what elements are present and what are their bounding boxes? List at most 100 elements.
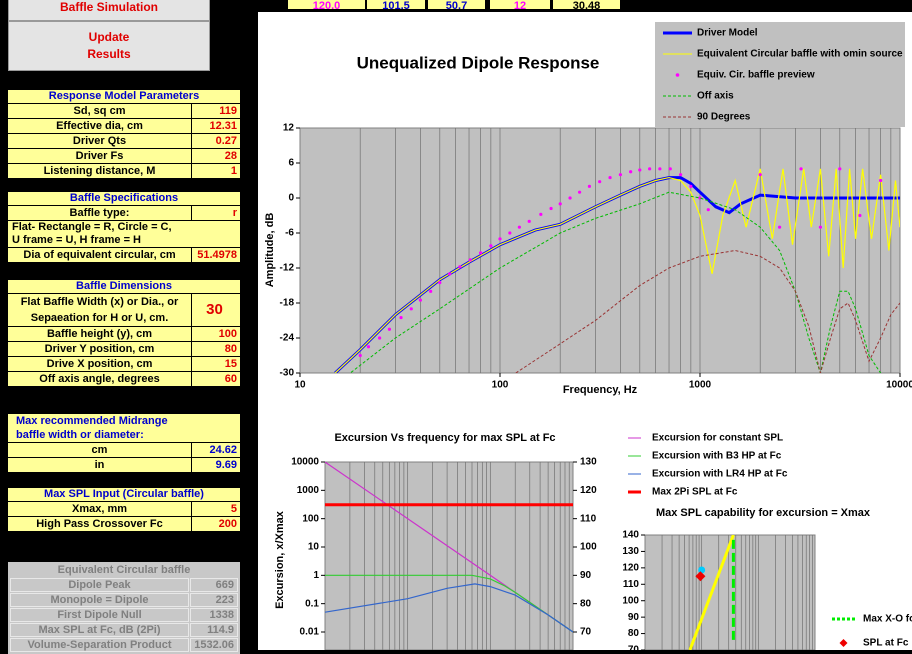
- point: [358, 353, 362, 358]
- row-value: 669: [190, 578, 238, 592]
- top-cell: 101.5: [367, 0, 425, 9]
- y-tick-label: 100: [302, 513, 319, 524]
- row-value: 200: [192, 517, 240, 531]
- point: [366, 345, 371, 349]
- block-header: Baffle Specifications: [8, 192, 240, 205]
- row-value: 223: [190, 593, 238, 607]
- legend-label: 90 Degrees: [697, 112, 751, 123]
- block-header: Equivalent Circular baffle: [10, 564, 238, 577]
- series-line: [515, 249, 900, 373]
- baffle-simulation-button[interactable]: Baffle Simulation: [8, 0, 210, 21]
- chart-title: Excursion Vs frequency for max SPL at Fc: [334, 432, 555, 444]
- x-tick-label: 100: [492, 380, 509, 391]
- legend-label: Driver Model: [697, 28, 758, 39]
- update-results-button[interactable]: Update Results: [8, 21, 210, 71]
- top-cell: 120.0: [288, 0, 365, 9]
- legend-label: Equivalent Circular baffle with omin sou…: [697, 49, 903, 60]
- y-axis-label: Excursion, x/Xmax: [274, 510, 286, 609]
- y-tick-label: 130: [622, 546, 639, 557]
- row-label: Max SPL at Fc, dB (2Pi): [10, 623, 189, 637]
- point: [668, 167, 672, 171]
- point: [695, 571, 706, 582]
- legend-label: SPL at Fc: [863, 638, 909, 649]
- point: [598, 180, 602, 184]
- point: [648, 167, 652, 171]
- row-value: 0.27: [192, 134, 240, 148]
- point: [698, 196, 702, 200]
- y-tick-label: -12: [280, 263, 295, 274]
- y-tick-label: 0.1: [305, 598, 319, 609]
- rows: Baffle type: r Flat- Rectangle = R, Circle…: [8, 206, 240, 262]
- row-label: Drive X position, cm: [8, 357, 191, 371]
- y-tick-label: 6: [288, 158, 294, 169]
- y2-tick-label: 70: [580, 627, 592, 638]
- row-label: Xmax, mm: [8, 502, 191, 516]
- point: [858, 213, 862, 218]
- point: [838, 167, 842, 171]
- y2-tick-label: 100: [580, 542, 597, 553]
- top-cell: 50.7: [428, 0, 485, 9]
- point: [489, 244, 493, 248]
- x-axis-label: Frequency, Hz: [563, 384, 638, 396]
- x-tick-label: 10000: [886, 380, 912, 391]
- row-label: Dia of equivalent circular, cm: [8, 248, 191, 262]
- row-label: Dipole Peak: [10, 578, 189, 592]
- row-label: Listening distance, M: [8, 164, 191, 178]
- row-label: First Dipole Null: [10, 608, 189, 622]
- row-value: 5: [192, 502, 240, 516]
- row-label: High Pass Crossover Fc: [8, 517, 191, 531]
- point: [527, 219, 531, 223]
- plot-area: [324, 461, 574, 650]
- series-line: [688, 535, 735, 650]
- response-model-block: Response Model Parameters Sd, sq cm 119 Eff…: [8, 90, 240, 178]
- row-label: Driver Y position, cm: [8, 342, 191, 356]
- rows: Xmax, mm 5 High Pass Crossover Fc 200: [8, 502, 240, 531]
- row-value: 51.4978: [192, 248, 240, 262]
- point: [549, 206, 553, 211]
- point: [458, 265, 462, 269]
- legend-label: Equiv. Cir. baffle preview: [697, 70, 815, 81]
- y-tick-label: 80: [628, 628, 640, 639]
- point: [758, 173, 762, 177]
- legend-label: Excursion with LR4 HP at Fc: [652, 469, 788, 480]
- equivalent-block: Equivalent Circular baffle Dipole Peak 669…: [8, 562, 240, 654]
- y-tick-label: 10: [308, 542, 320, 553]
- plot-area: [299, 127, 901, 374]
- row-value: 1338: [190, 608, 238, 622]
- point: [568, 196, 572, 200]
- row-label: cm: [8, 443, 191, 457]
- legend-swatch: [675, 73, 680, 77]
- x-tick-label: 10: [294, 380, 306, 391]
- legend-label: Off axis: [697, 91, 734, 102]
- chart-title: Unequalized Dipole Response: [357, 53, 600, 72]
- point: [409, 307, 413, 311]
- y2-tick-label: 120: [580, 485, 597, 496]
- y-tick-label: 1000: [297, 485, 320, 496]
- y2-tick-label: 90: [580, 570, 592, 581]
- rows: Dipole Peak 669 Monopole = Dipole 223 First …: [10, 578, 238, 652]
- point: [638, 168, 642, 172]
- y-tick-label: 0: [288, 193, 294, 204]
- point: [608, 175, 612, 180]
- row-value: r: [192, 206, 240, 220]
- row-label: Flat Baffle Width (x) or Dia., or Sepaea…: [8, 294, 191, 326]
- row-value: 119: [192, 104, 240, 118]
- baffle-specs-block: Baffle Specifications Baffle type: r Flat- …: [8, 192, 240, 262]
- row-label: Baffle type:: [8, 206, 191, 220]
- midrange-block: Max recommended Midrange baffle width or…: [8, 414, 240, 472]
- legend-box: [655, 22, 905, 127]
- chart-title: Max SPL capability for excursion = Xmax: [656, 507, 871, 519]
- row-value: 24.62: [192, 443, 240, 457]
- row-label: Monopole = Dipole: [10, 593, 189, 607]
- y2-tick-label: 130: [580, 457, 597, 468]
- legend-label: Excursion for constant SPL: [652, 433, 783, 444]
- max-spl-block: Max SPL Input (Circular baffle) Xmax, mm 5…: [8, 488, 240, 531]
- point: [679, 173, 683, 177]
- point: [438, 280, 442, 285]
- row-value: 60: [192, 372, 240, 386]
- row-value: 30: [192, 294, 240, 326]
- rows: cm 24.62 in 9.69: [8, 443, 240, 472]
- point: [429, 289, 433, 293]
